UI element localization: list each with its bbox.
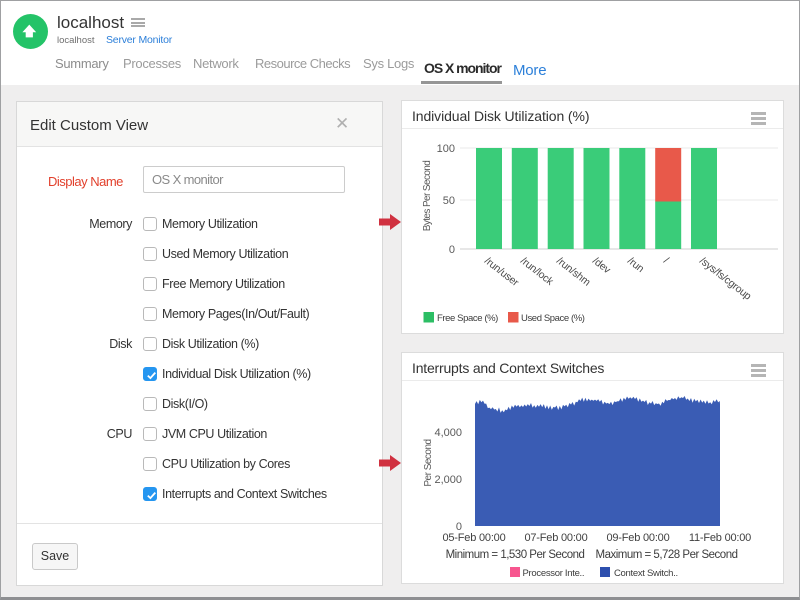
svg-text:Processor Inte..: Processor Inte..: [523, 568, 585, 579]
svg-text:11-Feb 00:00: 11-Feb 00:00: [689, 532, 751, 544]
svg-text:0: 0: [449, 244, 455, 256]
svg-text:/run/lock: /run/lock: [518, 255, 556, 288]
svg-text:09-Feb 00:00: 09-Feb 00:00: [606, 532, 669, 544]
svg-text:/sys/fs/cgroup: /sys/fs/cgroup: [697, 255, 754, 303]
svg-text:50: 50: [443, 195, 455, 207]
svg-text:/run/shm: /run/shm: [554, 255, 593, 289]
svg-text:Free Space (%): Free Space (%): [437, 313, 498, 324]
svg-text:05-Feb 00:00: 05-Feb 00:00: [442, 532, 505, 544]
svg-text:100: 100: [437, 143, 455, 155]
svg-text:/: /: [661, 255, 671, 266]
svg-text:/dev: /dev: [590, 255, 613, 277]
svg-text:Per Second: Per Second: [423, 439, 434, 486]
svg-text:Context Switch..: Context Switch..: [614, 568, 678, 579]
svg-text:4,000: 4,000: [434, 427, 462, 439]
svg-text:/run: /run: [625, 255, 646, 275]
svg-text:07-Feb 00:00: 07-Feb 00:00: [524, 532, 587, 544]
svg-text:0: 0: [456, 521, 462, 533]
svg-text:Minimum = 1,530 Per Second: Minimum = 1,530 Per Second: [446, 549, 585, 561]
svg-text:2,000: 2,000: [434, 474, 462, 486]
svg-text:/run/user: /run/user: [482, 255, 521, 289]
svg-text:Used Space (%): Used Space (%): [521, 313, 585, 324]
svg-text:Maximum = 5,728 Per Second: Maximum = 5,728 Per Second: [595, 549, 737, 561]
svg-text:Bytes Per Second: Bytes Per Second: [422, 161, 433, 231]
